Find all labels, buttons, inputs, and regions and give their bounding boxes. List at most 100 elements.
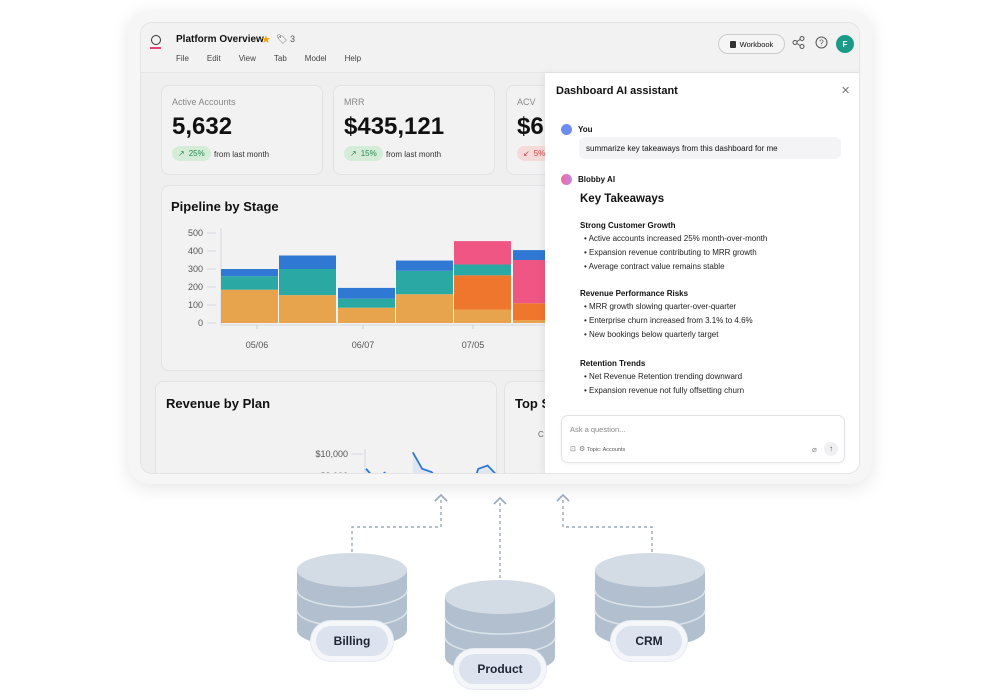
bar-segment <box>221 269 278 277</box>
source-billing: Billing <box>311 621 393 661</box>
y-tick-label: $10,000 <box>315 449 348 459</box>
section-title: Strong Customer Growth <box>580 221 676 230</box>
tag-count: 3 <box>289 34 295 44</box>
response-heading: Key Takeaways <box>580 193 665 205</box>
y-tick-label: 200 <box>188 282 203 292</box>
kpi-label: Active Accounts <box>172 97 236 107</box>
share-icon[interactable] <box>792 36 805 52</box>
context-icon[interactable]: ⊡ <box>570 446 576 453</box>
ai-assistant-panel: Dashboard AI assistant ✕ You summarize k… <box>545 73 859 473</box>
kpi-value: $435,121 <box>344 113 445 140</box>
menu-file[interactable]: File <box>176 54 189 63</box>
header: Platform Overview ★ 🏷︎ 3 File Edit View … <box>141 23 859 73</box>
bar-segment <box>279 269 336 296</box>
crm-connector <box>562 498 653 552</box>
arrow-up-icon <box>434 493 448 502</box>
source-crm: CRM <box>611 621 687 661</box>
kpi-note: from last month <box>214 150 270 159</box>
menu-edit[interactable]: Edit <box>206 54 221 63</box>
change-value: 5% <box>533 149 546 158</box>
arrow-up-icon <box>493 496 507 505</box>
question-input[interactable]: Ask a question... ⊡ ⚙ Topic: Accounts ⌀ … <box>561 415 845 463</box>
change-badge: ↙ 5% <box>517 146 552 161</box>
arrow-up-right-icon: ↗ <box>178 149 185 158</box>
bullet-item: • Net Revenue Retention trending downwar… <box>584 372 743 381</box>
source-product: Product <box>454 649 546 689</box>
kpi-label: MRR <box>344 97 365 107</box>
input-placeholder: Ask a question... <box>570 425 626 434</box>
cylinder-band <box>444 616 556 635</box>
change-value: 15% <box>360 149 377 158</box>
bullet-item: • Average contract value remains stable <box>584 262 725 271</box>
bar-segment <box>396 260 453 271</box>
app-window: Platform Overview ★ 🏷︎ 3 File Edit View … <box>140 22 860 474</box>
panel-title: Dashboard AI assistant <box>556 85 678 97</box>
logo-icon[interactable] <box>150 35 161 49</box>
kpi-value: $6 <box>517 113 544 140</box>
bot-avatar-icon <box>561 174 572 185</box>
kpi-note: from last month <box>386 150 442 159</box>
book-icon <box>729 40 736 48</box>
bot-label: Blobby AI <box>561 174 615 185</box>
y-tick-label: 400 <box>188 246 203 256</box>
bar-segment <box>513 260 545 304</box>
billing-connector <box>351 498 442 552</box>
bullet-item: • Active accounts increased 25% month-ov… <box>584 234 768 243</box>
close-icon[interactable]: ✕ <box>841 85 851 97</box>
chart-title: Pipeline by Stage <box>171 199 279 214</box>
y-tick-label: 100 <box>188 300 203 310</box>
bar-segment <box>396 270 453 295</box>
bar-segment <box>338 287 395 299</box>
change-badge: ↗ 25% <box>172 146 211 161</box>
send-icon[interactable]: ↑ <box>824 442 838 456</box>
menu-bar: File Edit View Tab Model Help <box>176 54 379 63</box>
menu-tab[interactable]: Tab <box>273 54 287 63</box>
pipeline-chart: 0 100 200 300 400 500 05/06 06/07 07/05 <box>188 228 545 350</box>
menu-view[interactable]: View <box>238 54 256 63</box>
help-icon[interactable]: ? <box>815 36 828 52</box>
chart-title: Revenue by Plan <box>166 396 271 411</box>
kpi-label: ACV <box>517 97 536 107</box>
arrow-down-left-icon: ↙ <box>523 149 530 158</box>
y-tick-label: $8,000 <box>320 471 348 474</box>
cylinder-top <box>445 580 555 614</box>
section-title: Revenue Performance Risks <box>580 289 689 298</box>
y-tick-label: 0 <box>198 318 203 328</box>
change-value: 25% <box>188 149 205 158</box>
bar-segment <box>454 264 511 276</box>
kpi-card-mrr: MRR $435,121 ↗ 15% from last month <box>333 85 495 175</box>
kpi-value: 5,632 <box>172 113 233 140</box>
y-tick-label: 500 <box>188 228 203 238</box>
user-avatar-icon <box>561 124 572 135</box>
bar-segment <box>454 241 511 265</box>
category-label: C <box>538 430 544 439</box>
cylinder-top <box>297 553 407 587</box>
x-tick-label: 07/05 <box>462 340 485 350</box>
kpi-card-active-accounts: Active Accounts 5,632 ↗ 25% from last mon… <box>161 85 323 175</box>
bullet-item: • Expansion revenue not fully offsetting… <box>584 386 745 395</box>
revenue-card: Revenue by Plan $10,000$8,000$6,000 <box>155 381 497 474</box>
cylinder-top <box>595 553 705 587</box>
section-title: Retention Trends <box>580 359 646 368</box>
user-name: You <box>578 125 593 134</box>
bar-segment <box>338 298 395 308</box>
x-tick-label: 05/06 <box>246 340 269 350</box>
y-tick-label: 300 <box>188 264 203 274</box>
bar-segment <box>338 307 395 323</box>
topic-selector[interactable]: Topic: Accounts <box>587 447 626 453</box>
x-tick-label: 06/07 <box>352 340 375 350</box>
workbook-button[interactable]: Workbook <box>718 34 785 54</box>
attach-icon[interactable]: ⌀ <box>812 445 817 454</box>
change-badge: ↗ 15% <box>344 146 383 161</box>
avatar[interactable]: F <box>836 35 854 53</box>
tags[interactable]: 🏷︎ 3 <box>276 34 295 45</box>
arrow-up-right-icon: ↗ <box>350 149 357 158</box>
star-icon[interactable]: ★ <box>261 34 271 46</box>
menu-help[interactable]: Help <box>344 54 362 63</box>
topic-icon: ⚙ <box>579 446 586 453</box>
bullet-item: • Expansion revenue contributing to MRR … <box>584 248 757 257</box>
menu-model[interactable]: Model <box>304 54 327 63</box>
user-message: summarize key takeaways from this dashbo… <box>579 137 841 159</box>
